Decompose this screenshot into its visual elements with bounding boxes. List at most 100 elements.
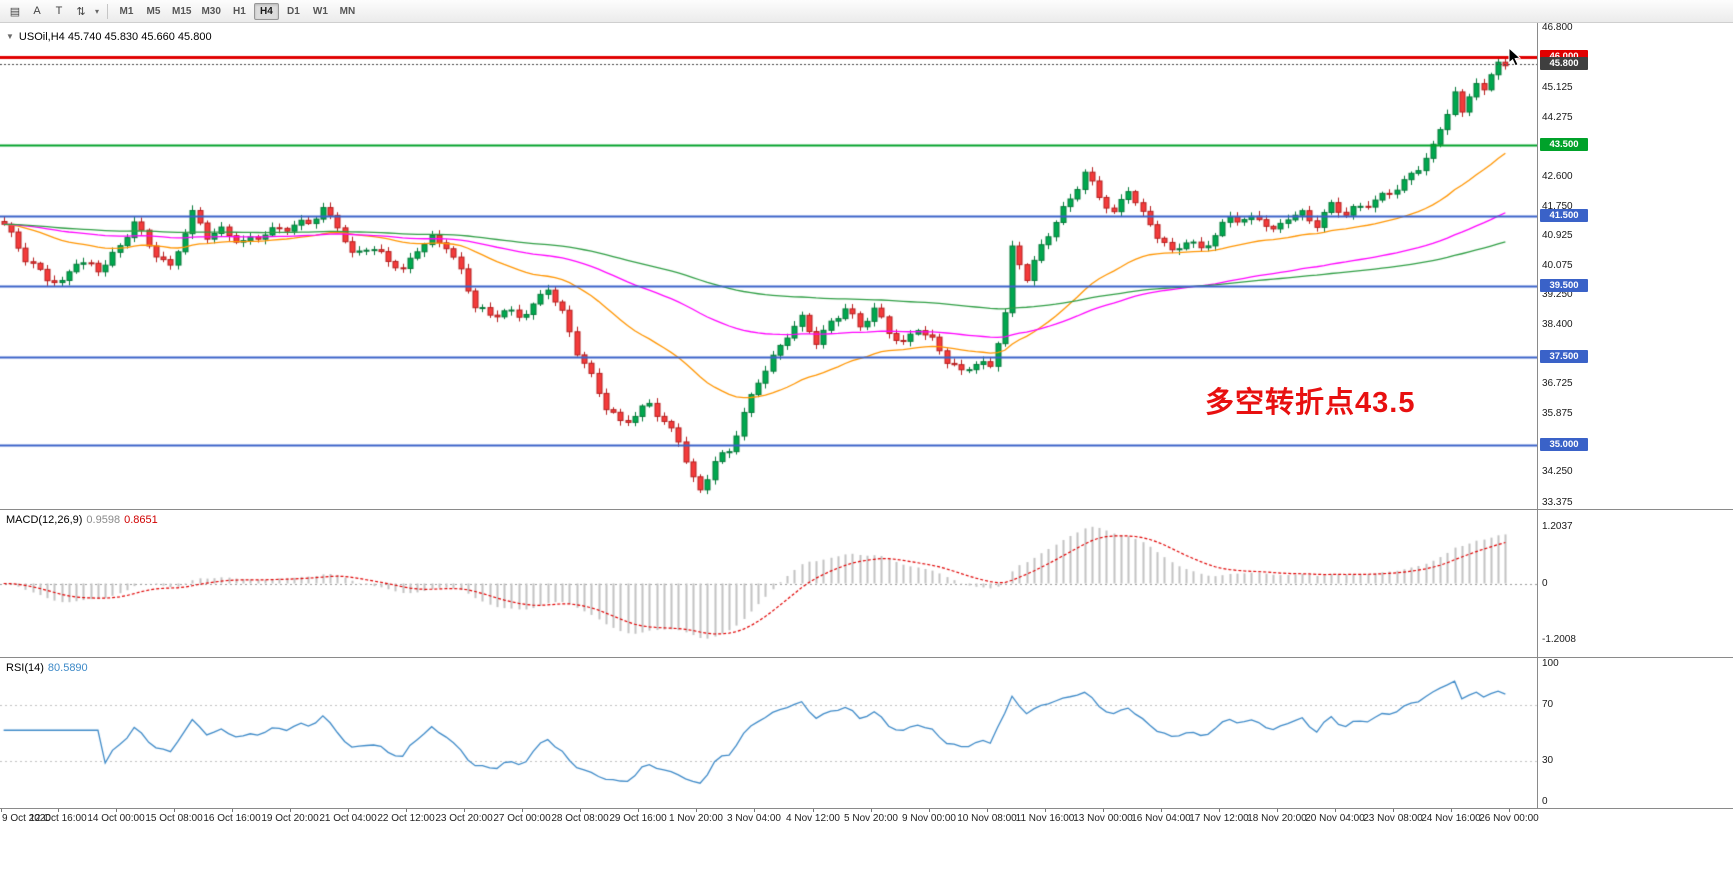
time-label: 27 Oct 00:00 (493, 813, 551, 824)
time-label: 9 Nov 00:00 (902, 813, 956, 824)
price-tick: 35.875 (1542, 408, 1573, 420)
timeframe-m5-button[interactable]: M5 (141, 3, 166, 20)
time-tick-mark (290, 809, 291, 812)
expander-icon[interactable]: ▼ (6, 32, 14, 41)
macd-signal-value: 0.8651 (124, 514, 158, 526)
price-level-badge: 41.500 (1540, 208, 1588, 222)
time-tick-mark (1451, 809, 1452, 812)
rsi-value: 80.5890 (47, 662, 88, 674)
dropdown-caret-icon[interactable]: ▾ (92, 2, 102, 20)
time-tick-mark (813, 809, 814, 812)
price-panel: ▼ USOil,H4 45.740 45.830 45.660 45.800 多空… (0, 22, 1733, 510)
mouse-cursor (1508, 47, 1522, 67)
chart-area: ▼ USOil,H4 45.740 45.830 45.660 45.800 多空… (0, 22, 1733, 892)
time-tick-mark (116, 809, 117, 812)
toolbar: ▤ A T ⇅ ▾ M1 M5 M15 M30 H1 H4 D1 W1 MN (0, 0, 1733, 23)
price-chart[interactable] (0, 23, 1538, 509)
time-tick-mark (638, 809, 639, 812)
time-tick-mark (58, 809, 59, 812)
time-label: 22 Oct 12:00 (377, 813, 435, 824)
time-label: 5 Nov 20:00 (844, 813, 898, 824)
time-tick-mark (1103, 809, 1104, 812)
rsi-name: RSI(14) (6, 662, 44, 674)
arrows-tool-icon[interactable]: ⇅ (70, 2, 92, 20)
time-tick-mark (696, 809, 697, 812)
time-label: 21 Oct 04:00 (319, 813, 377, 824)
price-axis[interactable]: 46.800 45.125 44.275 42.600 41.750 40.925 40.0… (1537, 22, 1733, 509)
timeframe-m15-button[interactable]: M15 (168, 3, 195, 20)
time-label: 16 Nov 04:00 (1131, 813, 1191, 824)
price-tick: 40.925 (1542, 229, 1573, 241)
time-label: 29 Oct 16:00 (609, 813, 667, 824)
time-label: 17 Nov 12:00 (1189, 813, 1249, 824)
time-label: 28 Oct 08:00 (551, 813, 609, 824)
price-tick: 46.800 (1542, 22, 1573, 34)
time-tick-mark (522, 809, 523, 812)
macd-name: MACD(12,26,9) (6, 514, 83, 526)
time-label: 4 Nov 12:00 (786, 813, 840, 824)
price-tick: 42.600 (1542, 170, 1573, 182)
time-tick-mark (174, 809, 175, 812)
rsi-tick: 100 (1542, 658, 1559, 669)
time-tick-mark (1045, 809, 1046, 812)
timeframe-m1-button[interactable]: M1 (114, 3, 139, 20)
text-label-icon[interactable]: A (26, 2, 48, 20)
chart-grid-icon[interactable]: ▤ (4, 2, 26, 20)
time-tick-mark (232, 809, 233, 812)
time-label: 12 Oct 16:00 (29, 813, 87, 824)
price-tick: 40.075 (1542, 260, 1573, 271)
time-tick-mark (464, 809, 465, 812)
chart-annotation: 多空转折点43.5 (1205, 387, 1416, 419)
macd-tick: 1.2037 (1542, 520, 1573, 532)
macd-main-value: 0.9598 (86, 514, 121, 526)
timeframe-d1-button[interactable]: D1 (281, 3, 306, 20)
time-label: 10 Nov 08:00 (957, 813, 1017, 824)
price-tick: 41.750 (1542, 200, 1573, 212)
time-tick-mark (929, 809, 930, 812)
time-label: 26 Nov 00:00 (1479, 813, 1539, 824)
drawing-tools-group: ▤ A T ⇅ ▾ (4, 2, 102, 20)
time-tick-mark (348, 809, 349, 812)
time-label: 1 Nov 20:00 (669, 813, 723, 824)
time-label: 18 Nov 20:00 (1247, 813, 1307, 824)
time-tick-mark (580, 809, 581, 812)
time-label: 9 Oct 2020 (2, 813, 51, 824)
price-level-badge: 37.500 (1540, 350, 1588, 363)
time-label: 24 Nov 16:00 (1421, 813, 1481, 824)
rsi-axis[interactable]: 100 70 30 0 (1537, 658, 1733, 808)
macd-tick: 0 (1542, 577, 1548, 589)
price-tick: 45.125 (1542, 81, 1573, 93)
macd-chart[interactable] (0, 510, 1538, 657)
time-tick-mark (1393, 809, 1394, 812)
time-tick-mark (1277, 809, 1278, 812)
bottom-filler (0, 827, 1733, 892)
time-axis[interactable]: 9 Oct 2020 12 Oct 16:00 14 Oct 00:00 15 Oct… (0, 809, 1733, 827)
toolbar-separator (107, 3, 108, 19)
price-tick: 39.250 (1542, 289, 1573, 301)
time-label: 19 Oct 20:00 (261, 813, 319, 824)
time-label: 20 Nov 04:00 (1305, 813, 1365, 824)
timeframe-w1-button[interactable]: W1 (308, 3, 333, 20)
macd-tick: -1.2008 (1542, 634, 1576, 646)
time-label: 15 Oct 08:00 (145, 813, 203, 824)
time-tick-mark (1161, 809, 1162, 812)
timeframe-h1-button[interactable]: H1 (227, 3, 252, 20)
time-tick-mark (1219, 809, 1220, 812)
macd-axis[interactable]: 1.2037 0 -1.2008 (1537, 510, 1733, 657)
price-level-badge: 43.500 (1540, 137, 1588, 151)
time-tick-mark (1335, 809, 1336, 812)
time-label: 14 Oct 00:00 (87, 813, 145, 824)
timeframe-m30-button[interactable]: M30 (197, 3, 224, 20)
time-tick-mark (1, 809, 2, 812)
timeframe-mn-button[interactable]: MN (335, 3, 360, 20)
time-tick-mark (406, 809, 407, 812)
price-tick: 33.375 (1542, 496, 1573, 508)
price-tick: 38.400 (1542, 319, 1573, 331)
text-tool-icon[interactable]: T (48, 2, 70, 20)
macd-panel: MACD(12,26,9) 0.9598 0.8651 1.2037 0 -1.2008 (0, 510, 1733, 658)
timeframe-h4-button[interactable]: H4 (253, 2, 279, 20)
rsi-tick: 0 (1542, 796, 1548, 807)
price-tick: 36.725 (1542, 378, 1573, 390)
rsi-chart[interactable] (0, 658, 1538, 808)
timeframe-group: M1 M5 M15 M30 H1 H4 D1 W1 MN (113, 2, 361, 20)
